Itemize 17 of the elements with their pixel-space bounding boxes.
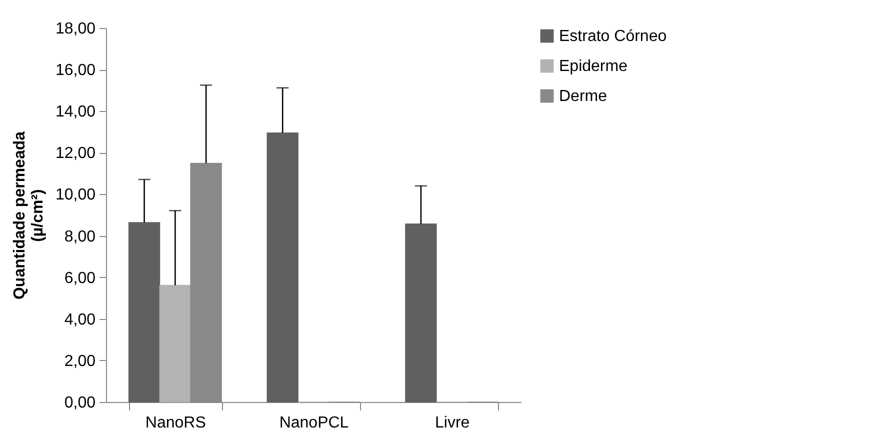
x-tick-label: NanoPCL [279, 414, 349, 432]
y-tick-label: 14,00 [55, 104, 96, 121]
x-tick-label: NanoRS [145, 414, 206, 432]
y-tick-label: 18,00 [55, 20, 96, 38]
y-tick-label: 6,00 [64, 270, 96, 287]
y-tick-label: 12,00 [55, 145, 96, 162]
legend-label: Derme [559, 88, 608, 105]
legend-label: Estrato Córneo [559, 28, 667, 45]
y-tick-label: 0,00 [64, 394, 96, 412]
y-tick-label: 16,00 [55, 62, 96, 80]
y-tick-label: 8,00 [64, 228, 96, 246]
y-tick-label: 4,00 [64, 311, 96, 328]
y-tick-label: 2,00 [64, 352, 96, 370]
x-tick-label: Livre [434, 414, 470, 432]
legend-label: Epiderme [559, 58, 628, 75]
y-tick-label: 10,00 [55, 186, 96, 204]
y-axis-title: Quantidade permeada (µ/cm²) [11, 131, 46, 300]
